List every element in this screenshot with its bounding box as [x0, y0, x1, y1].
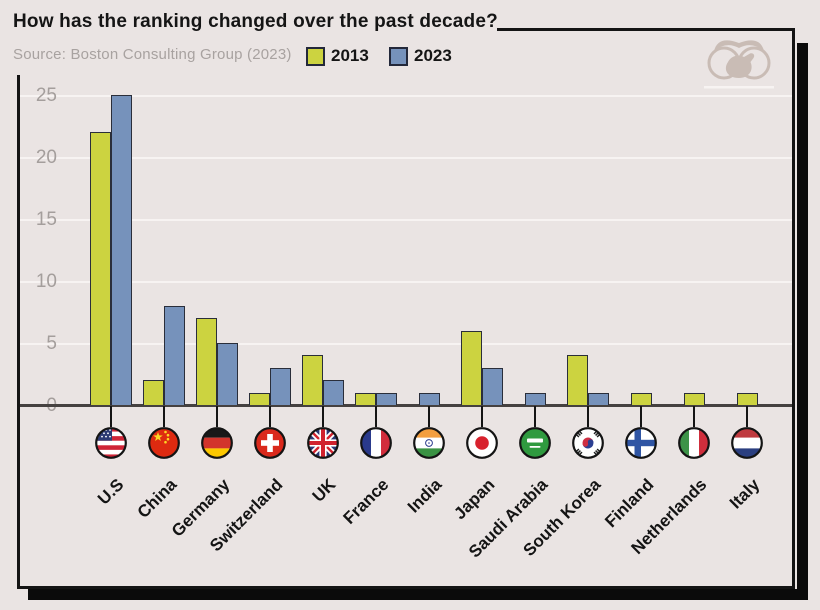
flag-ch-icon: [254, 427, 286, 459]
bar-germany-2013: [196, 318, 217, 405]
bar-china-2023: [164, 306, 185, 405]
y-axis-label-25: 25: [35, 85, 57, 106]
bar-china-2013: [143, 380, 164, 405]
legend-label-2023: 2023: [414, 46, 452, 65]
gridline-20: [20, 157, 792, 159]
bar-india-2023: [418, 393, 440, 405]
legend-swatch-2013: [306, 46, 325, 66]
source-credit: Source: Boston Consulting Group (2023): [13, 46, 292, 63]
flag-kr-icon: [572, 427, 604, 459]
gridline-10: [20, 281, 792, 283]
flag-hanger-china: [163, 406, 165, 427]
bar-finland-2013: [630, 393, 652, 405]
flag-hanger-india: [428, 406, 430, 427]
x-axis-line: [20, 404, 792, 407]
y-axis-label-20: 20: [35, 147, 57, 168]
flag-hanger-south-korea: [587, 406, 589, 427]
flag-in-icon: [413, 427, 445, 459]
flag-hanger-france: [375, 406, 377, 427]
bar-france-2013: [355, 393, 376, 405]
page-title: How has the ranking changed over the pas…: [13, 11, 498, 32]
flag-fi-icon: [625, 427, 657, 459]
flag-it-icon: [678, 427, 710, 459]
card-border-top: [497, 28, 795, 31]
card-border-left: [17, 75, 20, 589]
flag-hanger-japan: [481, 406, 483, 427]
flag-jp-icon: [466, 427, 498, 459]
bar-switzerland-2023: [270, 368, 291, 405]
bar-japan-2013: [461, 331, 482, 405]
bar-south-korea-2023: [588, 393, 609, 405]
bar-netherlands-2013: [683, 393, 705, 405]
legend-swatch-2023: [389, 46, 408, 66]
flag-hanger-uk: [322, 406, 324, 427]
flag-hanger-saudi-arabia: [534, 406, 536, 427]
card-shadow-right: [797, 43, 808, 600]
card-border-right: [792, 28, 795, 589]
flag-de-icon: [201, 427, 233, 459]
bar-italy-2013: [736, 393, 758, 405]
gridline-15: [20, 219, 792, 221]
flag-hanger-finland: [640, 406, 642, 427]
flag-hanger-netherlands: [693, 406, 695, 427]
legend-label-2013: 2013: [331, 46, 369, 65]
y-axis-label-15: 15: [35, 209, 57, 230]
flag-hanger-italy: [746, 406, 748, 427]
legend-item-2013: 2013: [306, 46, 369, 66]
voronoi-binoculars-logo-icon: [700, 31, 778, 89]
bar-germany-2023: [217, 343, 238, 405]
bar-saudi-arabia-2023: [524, 393, 546, 405]
y-axis-label-5: 5: [46, 333, 57, 354]
flag-hanger-switzerland: [269, 406, 271, 427]
x-axis-label-italy: Italy: [725, 475, 764, 513]
gridline-25: [20, 95, 792, 97]
x-axis-label-u-s: U.S: [93, 475, 128, 509]
flag-nl-icon: [731, 427, 763, 459]
bar-south-korea-2013: [567, 355, 588, 405]
bar-japan-2023: [482, 368, 503, 405]
bar-u-s-2013: [90, 132, 111, 405]
flag-us-icon: [95, 427, 127, 459]
x-axis-label-uk: UK: [308, 475, 340, 506]
card-shadow-bottom: [28, 589, 808, 600]
legend-item-2023: 2023: [389, 46, 452, 66]
flag-hanger-germany: [216, 406, 218, 427]
flag-sa-icon: [519, 427, 551, 459]
x-axis-label-japan: Japan: [450, 475, 499, 524]
flag-hanger-u-s: [110, 406, 112, 427]
x-axis-label-china: China: [133, 475, 181, 522]
bar-france-2023: [376, 393, 397, 405]
bar-uk-2023: [323, 380, 344, 405]
gridline-5: [20, 343, 792, 345]
y-axis-label-10: 10: [35, 271, 57, 292]
flag-fr-icon: [360, 427, 392, 459]
bar-switzerland-2013: [249, 393, 270, 405]
x-axis-label-india: India: [403, 475, 446, 517]
bar-uk-2013: [302, 355, 323, 405]
x-axis-label-france: France: [339, 475, 393, 528]
card-border-bottom: [17, 586, 795, 589]
flag-cn-icon: [148, 427, 180, 459]
flag-gb-icon: [307, 427, 339, 459]
bar-u-s-2023: [111, 95, 132, 405]
